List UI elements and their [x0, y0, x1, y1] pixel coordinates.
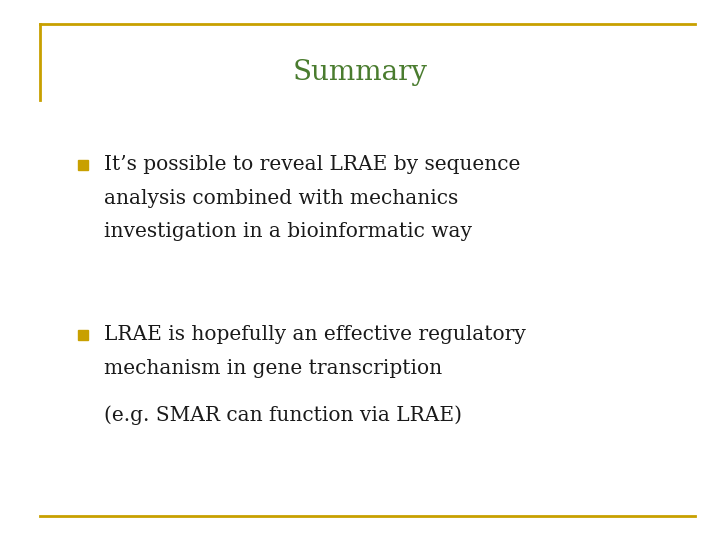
Text: It’s possible to reveal LRAE by sequence: It’s possible to reveal LRAE by sequence [104, 155, 521, 174]
Text: analysis combined with mechanics: analysis combined with mechanics [104, 188, 459, 208]
Text: Summary: Summary [292, 59, 428, 86]
Text: (e.g. SMAR can function via LRAE): (e.g. SMAR can function via LRAE) [104, 406, 462, 425]
Text: LRAE is hopefully an effective regulatory: LRAE is hopefully an effective regulator… [104, 325, 526, 345]
Text: mechanism in gene transcription: mechanism in gene transcription [104, 359, 443, 378]
Text: investigation in a bioinformatic way: investigation in a bioinformatic way [104, 222, 472, 241]
